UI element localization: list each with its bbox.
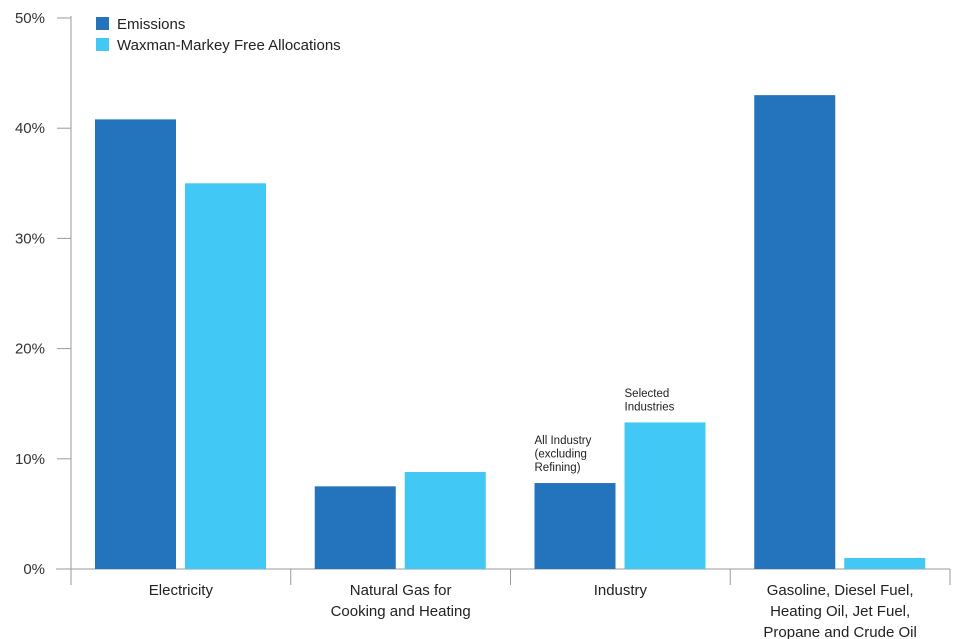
y-axis: 0% 10% 20% 30% 40% 50%: [15, 10, 72, 578]
bar-free-allocations: [844, 557, 926, 569]
bar-annotation: Refining): [535, 462, 581, 474]
bar-annotation: Industries: [625, 401, 675, 413]
bars: [95, 95, 926, 570]
x-category-label: Gasoline, Diesel Fuel,: [767, 582, 914, 599]
bar-emissions: [534, 483, 616, 569]
x-category-label: Cooking and Heating: [331, 603, 471, 620]
y-tick-label: 40%: [15, 120, 45, 137]
bar-annotation: (excluding: [535, 449, 587, 461]
legend-label: Emissions: [117, 16, 185, 33]
x-category-label: Natural Gas for: [350, 582, 452, 599]
bar-annotation: Selected: [625, 388, 670, 400]
x-axis: Electricity Natural Gas for Cooking and He…: [56, 568, 951, 639]
legend-swatch: [96, 38, 109, 51]
y-tick-label: 50%: [15, 10, 45, 27]
y-tick-label: 20%: [15, 341, 45, 358]
bar-free-allocations: [624, 422, 706, 569]
bar-free-allocations: [185, 183, 266, 570]
bar-emissions: [754, 95, 836, 569]
x-category-label: Propane and Crude Oil: [763, 624, 916, 639]
bar-free-allocations: [404, 472, 486, 569]
bar-emissions: [314, 486, 396, 569]
bar-emissions: [95, 119, 176, 569]
x-category-label: Heating Oil, Jet Fuel,: [770, 603, 910, 620]
x-category-label: Electricity: [149, 582, 214, 599]
x-category-label: Industry: [594, 582, 648, 599]
y-tick-label: 10%: [15, 451, 45, 468]
y-tick-label: 30%: [15, 230, 45, 247]
y-tick-label: 0%: [23, 561, 45, 578]
legend: Emissions Waxman-Markey Free Allocations: [96, 16, 341, 54]
legend-label: Waxman-Markey Free Allocations: [117, 37, 341, 54]
bar-annotation: All Industry: [535, 435, 592, 447]
legend-swatch: [96, 17, 109, 30]
